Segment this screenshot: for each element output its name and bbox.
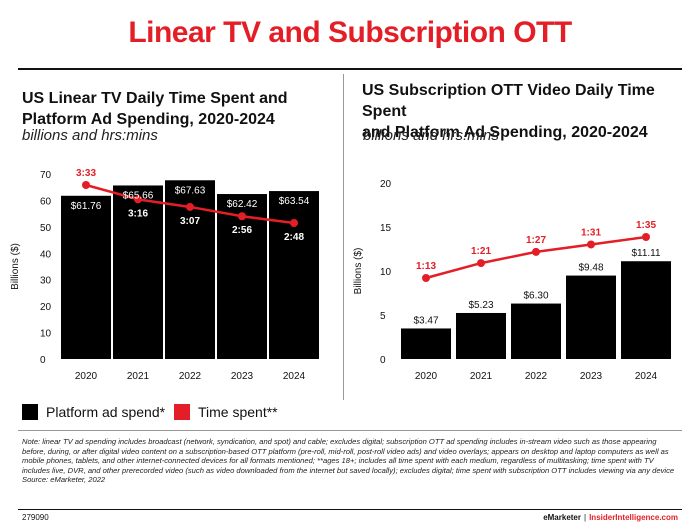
left-bar bbox=[269, 191, 319, 359]
left-time-point bbox=[186, 202, 194, 211]
credit-separator: | bbox=[584, 513, 587, 522]
right-x-tick-label: 2020 bbox=[415, 371, 438, 382]
right-time-point bbox=[532, 247, 540, 256]
credit: eMarketer | InsiderIntelligence.com bbox=[543, 513, 678, 522]
right-y-axis-label: Billions ($) bbox=[353, 248, 364, 295]
right-bar-value-label: $11.11 bbox=[631, 248, 661, 259]
left-x-tick-label: 2021 bbox=[127, 371, 150, 382]
right-time-label: 1:13 bbox=[416, 261, 436, 272]
left-x-tick-label: 2020 bbox=[75, 371, 98, 382]
left-time-label: 2:48 bbox=[284, 232, 304, 243]
left-title-line1: US Linear TV Daily Time Spent and bbox=[22, 90, 288, 107]
right-x-tick-label: 2024 bbox=[635, 371, 658, 382]
right-bar bbox=[401, 328, 451, 359]
right-x-tick-label: 2021 bbox=[470, 371, 493, 382]
right-time-label: 1:35 bbox=[636, 220, 656, 231]
left-y-tick-label: 10 bbox=[40, 329, 52, 340]
left-y-tick-label: 60 bbox=[40, 196, 52, 207]
chart-id: 279090 bbox=[22, 513, 49, 522]
right-time-point bbox=[422, 274, 430, 282]
left-x-tick-label: 2022 bbox=[179, 371, 202, 382]
credit-insider: InsiderIntelligence.com bbox=[589, 513, 678, 522]
left-x-tick-label: 2023 bbox=[231, 371, 254, 382]
right-y-tick-label: 5 bbox=[380, 311, 386, 322]
left-bar-value-label: $61.76 bbox=[71, 201, 102, 212]
left-x-tick-label: 2024 bbox=[283, 371, 306, 382]
left-y-tick-label: 20 bbox=[40, 302, 52, 313]
right-bar-value-label: $3.47 bbox=[413, 315, 438, 326]
left-time-label: 2:56 bbox=[232, 225, 252, 236]
left-y-axis-label: Billions ($) bbox=[10, 243, 21, 290]
right-bar-value-label: $6.30 bbox=[523, 291, 548, 302]
right-time-label: 1:31 bbox=[581, 227, 601, 238]
left-time-point bbox=[134, 195, 142, 204]
left-bar-value-label: $62.42 bbox=[227, 199, 258, 210]
left-y-tick-label: 70 bbox=[40, 170, 52, 181]
left-bar-value-label: $65.66 bbox=[123, 190, 154, 201]
right-title-line1: US Subscription OTT Video Daily Time Spe… bbox=[362, 82, 655, 120]
right-time-point bbox=[642, 233, 650, 241]
right-x-tick-label: 2023 bbox=[580, 371, 603, 382]
right-chart-title: US Subscription OTT Video Daily Time Spe… bbox=[362, 80, 700, 143]
left-bar bbox=[217, 194, 267, 359]
right-bar bbox=[456, 312, 506, 359]
left-y-tick-label: 40 bbox=[40, 249, 52, 260]
left-chart-subtitle: billions and hrs:mins bbox=[22, 127, 158, 144]
right-y-tick-label: 0 bbox=[380, 355, 386, 366]
left-time-point bbox=[82, 181, 90, 189]
legend-swatch-bar bbox=[22, 404, 38, 420]
right-x-tick-label: 2022 bbox=[525, 371, 548, 382]
left-y-tick-label: 30 bbox=[40, 276, 52, 287]
right-bar bbox=[511, 303, 561, 359]
right-y-tick-label: 15 bbox=[380, 223, 392, 234]
panel-divider bbox=[343, 74, 344, 400]
left-title-line2: Platform Ad Spending, 2020-2024 bbox=[22, 111, 275, 128]
left-bar bbox=[113, 185, 163, 359]
right-chart-subtitle: billions and hrs:mins bbox=[363, 127, 499, 144]
right-time-point bbox=[477, 259, 485, 268]
right-time-label: 1:21 bbox=[471, 246, 491, 257]
left-bar-value-label: $67.63 bbox=[175, 185, 206, 196]
right-bar bbox=[566, 275, 616, 359]
left-time-label: 3:33 bbox=[76, 168, 96, 179]
footnote-text: Note: linear TV ad spending includes bro… bbox=[22, 437, 675, 475]
source-text: Source: eMarketer, 2022 bbox=[22, 475, 106, 485]
left-y-tick-label: 50 bbox=[40, 223, 52, 234]
legend-label-line: Time spent** bbox=[198, 404, 278, 420]
left-chart: Billions ($) 0 10 20 30 40 50 60 70 2020 2021 2022 2… bbox=[10, 168, 319, 382]
right-bar-value-label: $9.48 bbox=[578, 263, 603, 274]
credit-emarketer: eMarketer bbox=[543, 513, 581, 522]
right-time-point bbox=[587, 240, 595, 249]
right-bar bbox=[621, 261, 671, 359]
left-time-label: 3:16 bbox=[128, 208, 148, 219]
left-bar bbox=[61, 195, 111, 359]
right-title-line2: and Platform Ad Spending, 2020-2024 bbox=[362, 124, 648, 141]
right-bar-value-label: $5.23 bbox=[468, 300, 493, 311]
legend-label-bar: Platform ad spend* bbox=[46, 404, 166, 420]
left-bar-value-label: $63.54 bbox=[279, 196, 310, 207]
left-y-tick-label: 0 bbox=[40, 355, 46, 366]
left-time-point bbox=[290, 219, 298, 227]
legend-swatch-line bbox=[174, 404, 190, 420]
right-y-tick-label: 20 bbox=[380, 179, 392, 190]
note-rule bbox=[18, 430, 682, 431]
footnote: Note: linear TV ad spending includes bro… bbox=[22, 437, 682, 485]
page-title: Linear TV and Subscription OTT bbox=[128, 16, 572, 49]
top-rule bbox=[18, 68, 682, 70]
left-time-label: 3:07 bbox=[180, 216, 200, 227]
left-chart-title: US Linear TV Daily Time Spent and Platfo… bbox=[22, 88, 288, 130]
right-time-label: 1:27 bbox=[526, 235, 546, 246]
left-time-point bbox=[238, 212, 246, 221]
bottom-rule bbox=[18, 509, 682, 510]
right-y-tick-label: 10 bbox=[380, 267, 392, 278]
